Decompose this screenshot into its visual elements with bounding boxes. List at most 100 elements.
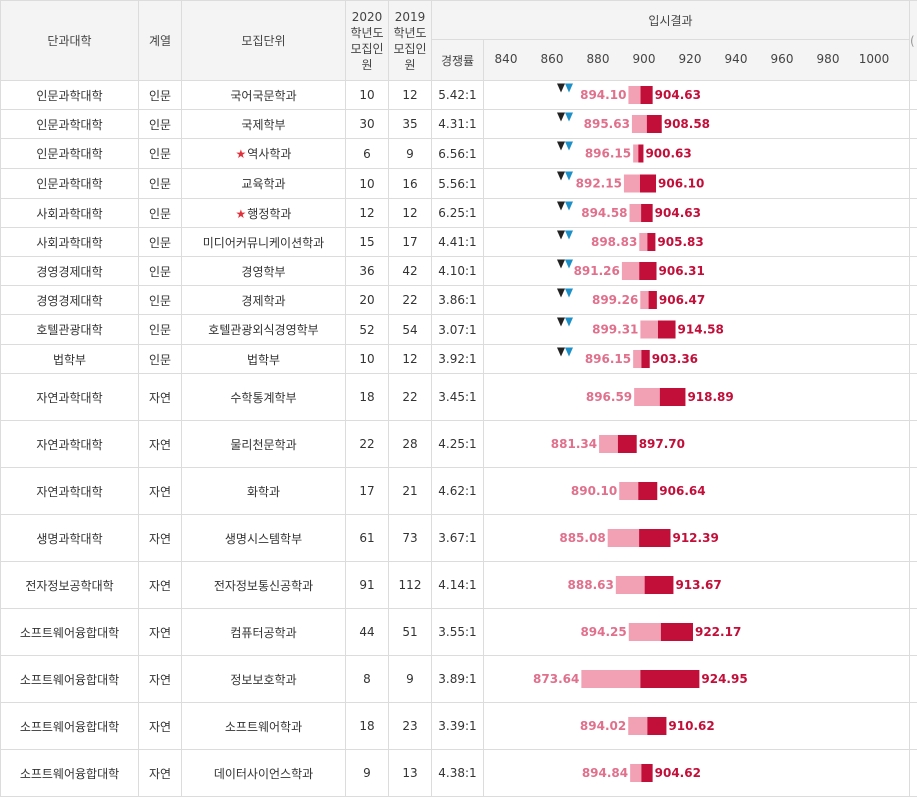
quota-2020-cell: 10 (346, 169, 389, 199)
score-range-cell (484, 468, 910, 515)
unit-text: 소프트웨어학과 (225, 720, 302, 734)
clipped-cell (910, 169, 917, 199)
college-cell: 소프트웨어융합대학 (1, 609, 139, 656)
header-college: 단과대학 (1, 1, 139, 81)
quota-2020-cell: 6 (346, 139, 389, 169)
quota-2020-cell: 36 (346, 257, 389, 286)
unit-cell: 국제학부 (182, 110, 346, 139)
college-text: 사회과학대학 (36, 207, 102, 221)
scale-tick-label: 1000 (859, 52, 890, 66)
quota-2020-text: 52 (359, 323, 374, 337)
quota-2019-text: 73 (402, 531, 417, 545)
score-range-cell (484, 515, 910, 562)
quota-2019-cell: 73 (389, 515, 432, 562)
unit-text: 법학부 (247, 353, 280, 367)
competition-cell: 4.10:1 (432, 257, 484, 286)
quota-2020-cell: 10 (346, 345, 389, 374)
score-range-cell (484, 110, 910, 139)
scale-tick-label: 960 (771, 52, 794, 66)
quota-2020-cell: 10 (346, 81, 389, 110)
quota-2020-cell: 20 (346, 286, 389, 315)
competition-text: 4.38:1 (438, 766, 476, 780)
competition-cell: 4.62:1 (432, 468, 484, 515)
quota-2019-cell: 12 (389, 199, 432, 228)
competition-text: 4.14:1 (438, 578, 476, 592)
score-range-cell (484, 374, 910, 421)
track-cell: 인문 (139, 110, 182, 139)
college-text: 소프트웨어융합대학 (20, 720, 119, 734)
quota-2019-cell: 54 (389, 315, 432, 345)
college-text: 생명과학대학 (36, 532, 102, 546)
scale-tick-label: 880 (587, 52, 610, 66)
college-text: 소프트웨어융합대학 (20, 673, 119, 687)
clipped-cell (910, 421, 917, 468)
competition-cell: 3.45:1 (432, 374, 484, 421)
college-cell: 자연과학대학 (1, 421, 139, 468)
competition-text: 4.10:1 (438, 264, 476, 278)
competition-text: 5.56:1 (438, 177, 476, 191)
college-text: 자연과학대학 (36, 391, 102, 405)
quota-2019-cell: 23 (389, 703, 432, 750)
college-cell: 사회과학대학 (1, 199, 139, 228)
competition-text: 3.92:1 (438, 352, 476, 366)
college-text: 경영경제대학 (36, 265, 102, 279)
unit-text: 미디어커뮤니케이션학과 (203, 236, 324, 250)
competition-cell: 4.38:1 (432, 750, 484, 797)
quota-2020-text: 20 (359, 293, 374, 307)
track-text: 인문 (149, 177, 171, 191)
unit-text: 호텔관광외식경영학부 (208, 323, 318, 337)
unit-text: 데이터사이언스학과 (214, 767, 313, 781)
college-cell: 인문과학대학 (1, 169, 139, 199)
track-cell: 인문 (139, 228, 182, 257)
unit-cell: 화학과 (182, 468, 346, 515)
unit-cell: 국어국문학과 (182, 81, 346, 110)
unit-text: 경제학과 (241, 294, 285, 308)
score-range-cell (484, 609, 910, 656)
college-text: 인문과학대학 (36, 118, 102, 132)
quota-2019-text: 21 (402, 484, 417, 498)
track-text: 자연 (149, 532, 171, 546)
unit-cell: ★행정학과 (182, 199, 346, 228)
quota-2019-cell: 12 (389, 345, 432, 374)
quota-2020-cell: 44 (346, 609, 389, 656)
unit-cell: 미디어커뮤니케이션학과 (182, 228, 346, 257)
unit-text: 국어국문학과 (230, 89, 296, 103)
clipped-cell (910, 750, 917, 797)
quota-2019-cell: 17 (389, 228, 432, 257)
header-results: 입시결과 (432, 1, 910, 40)
clipped-cell (910, 315, 917, 345)
competition-cell: 3.39:1 (432, 703, 484, 750)
track-cell: 인문 (139, 81, 182, 110)
competition-text: 4.31:1 (438, 117, 476, 131)
competition-text: 3.45:1 (438, 390, 476, 404)
competition-cell: 4.41:1 (432, 228, 484, 257)
college-text: 사회과학대학 (36, 236, 102, 250)
college-text: 인문과학대학 (36, 177, 102, 191)
competition-text: 3.67:1 (438, 531, 476, 545)
track-text: 자연 (149, 626, 171, 640)
unit-cell: 물리천문학과 (182, 421, 346, 468)
track-text: 자연 (149, 767, 171, 781)
college-text: 자연과학대학 (36, 485, 102, 499)
competition-text: 4.25:1 (438, 437, 476, 451)
competition-cell: 3.67:1 (432, 515, 484, 562)
track-cell: 인문 (139, 345, 182, 374)
star-icon: ★ (236, 147, 247, 161)
unit-text: 역사학과 (247, 147, 291, 161)
clipped-cell (910, 228, 917, 257)
quota-2019-text: 9 (406, 147, 414, 161)
college-cell: 사회과학대학 (1, 228, 139, 257)
quota-2019-cell: 12 (389, 81, 432, 110)
college-text: 경영경제대학 (36, 294, 102, 308)
clipped-cell (910, 139, 917, 169)
quota-2020-text: 6 (363, 147, 371, 161)
score-range-cell (484, 169, 910, 199)
quota-2019-text: 112 (399, 578, 422, 592)
